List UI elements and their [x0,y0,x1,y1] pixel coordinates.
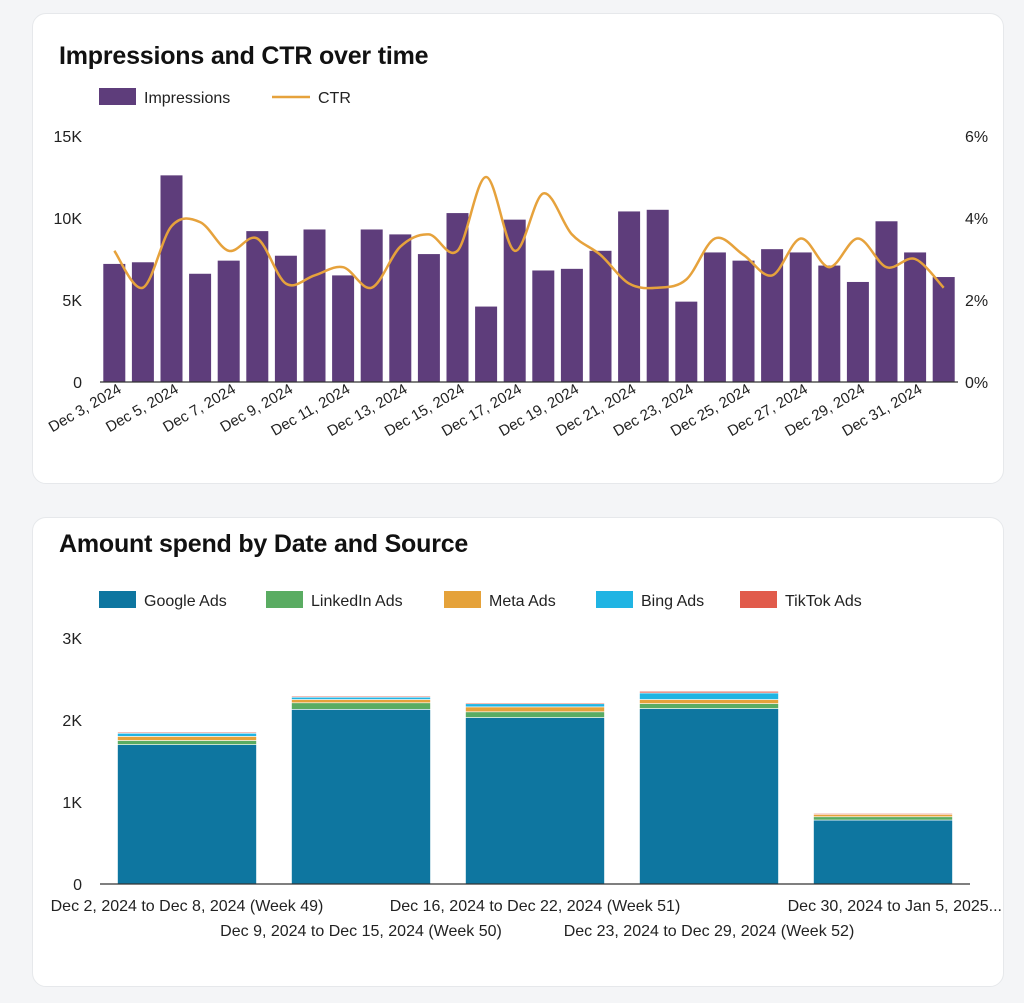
impressions-bar [274,255,297,382]
x-tick-label: Dec 23, 2024 to Dec 29, 2024 (Week 52) [564,923,855,940]
legend-swatch-meta-ads [444,591,481,608]
legend-label-bing-ads: Bing Ads [641,593,704,610]
impressions-bar [189,273,212,382]
impressions-bar [103,263,126,382]
spend-bar-segment [639,699,779,704]
legend-swatch-impressions [99,88,136,105]
impressions-bar [532,270,555,382]
impressions-bar [675,301,698,382]
legend-swatch-bing-ads [596,591,633,608]
spend-bar-segment [117,732,257,737]
spend-bar-segment [639,708,779,885]
spend-bar-segment [639,690,779,694]
spend-bar-segment [813,813,953,815]
impressions-bar [560,268,583,382]
spend-bar-segment [291,699,431,704]
spend-bar-segment [117,736,257,741]
y-tick-left: 15K [54,129,83,146]
impressions-bar [360,229,383,382]
impressions-bar [131,262,154,382]
spend-bar-segment [291,695,431,698]
impressions-bar [818,265,841,382]
legend-swatch-linkedin-ads [266,591,303,608]
impressions-bar [389,234,412,382]
spend-bar-segment [813,819,953,885]
impressions-bar [303,229,326,382]
spend-bar-segment [639,703,779,709]
legend-swatch-tiktok-ads [740,591,777,608]
spend-bar-segment [465,706,605,713]
y-tick: 0 [73,877,82,894]
legend-label-ctr: CTR [318,90,351,107]
legend-label-impressions: Impressions [144,90,230,107]
legend-label-linkedin-ads: LinkedIn Ads [311,593,403,610]
spend-bar-segment [117,731,257,734]
chart-title: Amount spend by Date and Source [59,530,469,558]
impressions-bar [846,281,869,382]
legend-swatch-google-ads [99,591,136,608]
impressions-bar [789,252,812,382]
spend-bar-segment [117,740,257,745]
y-tick: 1K [62,795,82,812]
y-tick: 2K [62,713,82,730]
y-tick-right: 4% [965,211,988,228]
spend-bar-segment [117,744,257,885]
spend-bar-segment [465,711,605,718]
chart-title: Impressions and CTR over time [59,42,429,70]
y-tick-right: 2% [965,293,988,310]
spend-bar-segment [465,717,605,885]
y-tick-right: 0% [965,375,988,392]
y-tick-left: 10K [54,211,83,228]
spend-bar-segment [291,709,431,885]
y-tick-left: 0 [73,375,82,392]
impressions-bar [732,260,755,382]
spend-bar-segment [465,703,605,708]
legend-label-google-ads: Google Ads [144,593,227,610]
impressions-bar [503,219,526,382]
spend-bar-segment [291,702,431,710]
impressions-bar [475,306,498,382]
y-tick-right: 6% [965,129,988,146]
impressions-bar [332,275,355,382]
impressions-bar [160,175,183,382]
x-tick-label: Dec 30, 2024 to Jan 5, 2025... [788,898,1002,915]
impressions-bar [904,252,927,382]
impressions-bar [246,231,269,382]
impressions-bar [761,249,784,382]
x-tick-label: Dec 16, 2024 to Dec 22, 2024 (Week 51) [390,898,681,915]
impressions-bar [589,250,612,382]
legend-label-tiktok-ads: TikTok Ads [785,593,862,610]
legend-label-meta-ads: Meta Ads [489,593,556,610]
impressions-bar [932,277,955,382]
impressions-bar [446,213,469,382]
impressions-bar [646,209,669,382]
y-tick: 3K [62,631,82,648]
impressions-bar [217,260,240,382]
spend-bar-segment [639,692,779,700]
spend-bar-segment [465,702,605,705]
spend-bar-segment [813,816,953,821]
x-tick-label: Dec 9, 2024 to Dec 15, 2024 (Week 50) [220,923,502,940]
impressions-bar [417,254,440,382]
x-tick-label: Dec 2, 2024 to Dec 8, 2024 (Week 49) [51,898,324,915]
y-tick-left: 5K [62,293,82,310]
impressions-bar [703,252,726,382]
impressions-bar [618,211,641,382]
ctr-line [113,175,945,290]
